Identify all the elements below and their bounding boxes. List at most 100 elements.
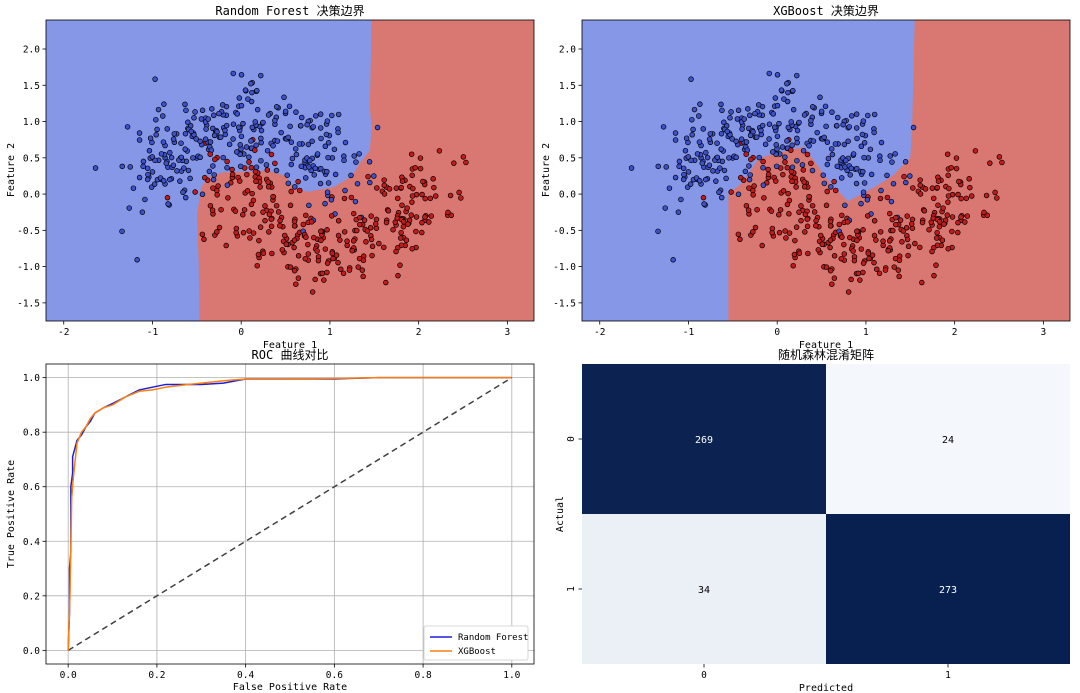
scatter-point <box>262 203 268 209</box>
scatter-point <box>277 217 283 224</box>
scatter-point <box>390 226 396 233</box>
scatter-point <box>342 139 349 146</box>
scatter-point <box>178 140 184 146</box>
scatter-point <box>224 164 230 171</box>
scatter-point <box>944 212 951 218</box>
scatter-point <box>896 273 902 280</box>
scatter-point <box>877 229 884 235</box>
scatter-point <box>230 136 236 142</box>
scatter-point <box>408 151 415 157</box>
scatter-point <box>718 146 724 152</box>
scatter-point <box>800 147 807 154</box>
scatter-point <box>682 147 689 154</box>
scatter-point <box>149 169 156 175</box>
x-tick-label: 0.0 <box>60 670 77 681</box>
scatter-point <box>745 207 752 213</box>
scatter-point <box>302 255 309 262</box>
scatter-point <box>245 96 251 102</box>
scatter-point <box>718 101 724 108</box>
scatter-point <box>269 250 275 257</box>
scatter-point <box>430 176 436 182</box>
scatter-point <box>376 240 382 247</box>
scatter-point <box>886 238 893 244</box>
scatter-point <box>806 193 812 200</box>
scatter-point <box>146 147 153 154</box>
scatter-point <box>784 80 790 87</box>
scatter-point <box>831 275 838 281</box>
scatter-point <box>945 193 952 199</box>
scatter-point <box>265 112 272 118</box>
scatter-point <box>733 138 739 144</box>
scatter-point <box>905 252 911 259</box>
scatter-point <box>168 154 175 161</box>
scatter-point <box>903 179 909 186</box>
scatter-point <box>296 141 303 147</box>
scatter-point <box>703 176 709 183</box>
scatter-point <box>163 160 170 166</box>
scatter-point <box>953 165 960 172</box>
scatter-point <box>207 139 214 145</box>
cm-cell <box>826 514 1070 664</box>
scatter-point <box>230 70 237 77</box>
scatter-point <box>660 124 667 130</box>
scatter-point <box>774 133 781 140</box>
scatter-point <box>823 123 829 130</box>
scatter-point <box>680 165 687 172</box>
scatter-point <box>275 209 282 215</box>
scatter-point <box>772 178 779 184</box>
y-tick-label: 1.5 <box>559 81 576 92</box>
scatter-point <box>697 178 703 184</box>
scatter-point <box>992 189 998 196</box>
scatter-point <box>185 119 191 126</box>
x-tick-label: 2 <box>416 327 422 338</box>
scatter-point <box>318 237 324 244</box>
scatter-point <box>364 228 371 234</box>
scatter-point <box>758 127 764 134</box>
scatter-point <box>119 163 125 170</box>
scatter-point <box>252 119 258 125</box>
scatter-point <box>949 214 956 220</box>
scatter-point <box>865 112 871 119</box>
scatter-point <box>209 207 216 213</box>
scatter-point <box>864 213 871 219</box>
scatter-point <box>994 195 1000 201</box>
scatter-point <box>821 134 827 141</box>
scatter-point <box>303 212 309 219</box>
scatter-point <box>318 165 324 172</box>
scatter-point <box>250 230 257 236</box>
scatter-point <box>666 185 673 191</box>
y-tick-label: 0.8 <box>23 428 40 439</box>
scatter-point <box>409 193 416 199</box>
scatter-point <box>838 175 845 181</box>
scatter-point <box>254 262 260 269</box>
scatter-point <box>171 131 178 137</box>
scatter-point <box>809 104 816 110</box>
scatter-point <box>909 216 916 223</box>
scatter-point <box>181 165 187 171</box>
scatter-point <box>884 172 890 179</box>
scatter-point <box>351 153 357 159</box>
scatter-point <box>197 138 203 144</box>
scatter-point <box>890 180 897 187</box>
scatter-point <box>841 141 848 148</box>
scatter-point <box>895 267 902 273</box>
scatter-point <box>255 251 262 258</box>
scatter-point <box>426 219 432 225</box>
scatter-point <box>726 155 732 161</box>
scatter-point <box>226 141 233 148</box>
scatter-point <box>174 168 180 174</box>
scatter-point <box>752 110 758 117</box>
scatter-point <box>305 141 312 148</box>
scatter-point <box>214 229 220 235</box>
scatter-point <box>211 132 218 139</box>
scatter-point <box>949 228 955 235</box>
scatter-point <box>809 167 816 174</box>
scatter-point <box>274 138 281 144</box>
scatter-point <box>685 154 692 160</box>
scatter-point <box>288 161 295 168</box>
scatter-point <box>831 178 837 185</box>
scatter-point <box>844 219 851 225</box>
scatter-point <box>962 219 968 225</box>
x-tick-label: -1 <box>683 327 695 338</box>
scatter-point <box>341 157 347 164</box>
